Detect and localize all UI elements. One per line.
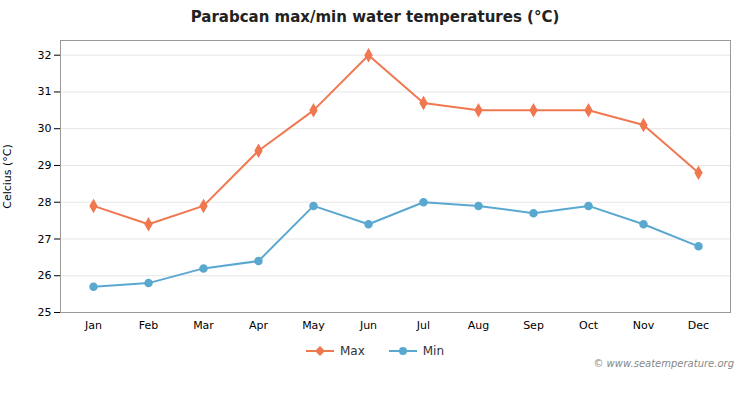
svg-text:30: 30 <box>38 122 52 135</box>
svg-text:27: 27 <box>38 233 52 246</box>
html-text:Min: Min <box>422 344 444 358</box>
svg-text:25: 25 <box>38 306 52 319</box>
html-text:© www.seatemperature.org: © www.seatemperature.org <box>593 358 734 369</box>
svg-text:May: May <box>302 319 325 332</box>
svg-text:Celcius (°C): Celcius (°C) <box>1 144 14 209</box>
svg-text:Jan: Jan <box>84 319 102 332</box>
svg-text:31: 31 <box>38 85 52 98</box>
svg-text:28: 28 <box>38 196 52 209</box>
svg-text:Mar: Mar <box>193 319 214 332</box>
svg-text:Feb: Feb <box>139 319 158 332</box>
svg-text:Nov: Nov <box>633 319 655 332</box>
svg-text:26: 26 <box>38 269 52 282</box>
html-text:Max: Max <box>339 344 365 358</box>
svg-text:32: 32 <box>38 49 52 62</box>
svg-text:Apr: Apr <box>249 319 269 332</box>
svg-text:Dec: Dec <box>688 319 709 332</box>
svg-text:Jul: Jul <box>416 319 430 332</box>
svg-text:29: 29 <box>38 159 52 172</box>
svg-text:Jun: Jun <box>359 319 377 332</box>
svg-text:Aug: Aug <box>468 319 489 332</box>
svg-text:Oct: Oct <box>579 319 599 332</box>
svg-text:Sep: Sep <box>523 319 544 332</box>
html-text:Parabcan max/min water tempera: Parabcan max/min water temperatures (°C) <box>190 8 560 26</box>
